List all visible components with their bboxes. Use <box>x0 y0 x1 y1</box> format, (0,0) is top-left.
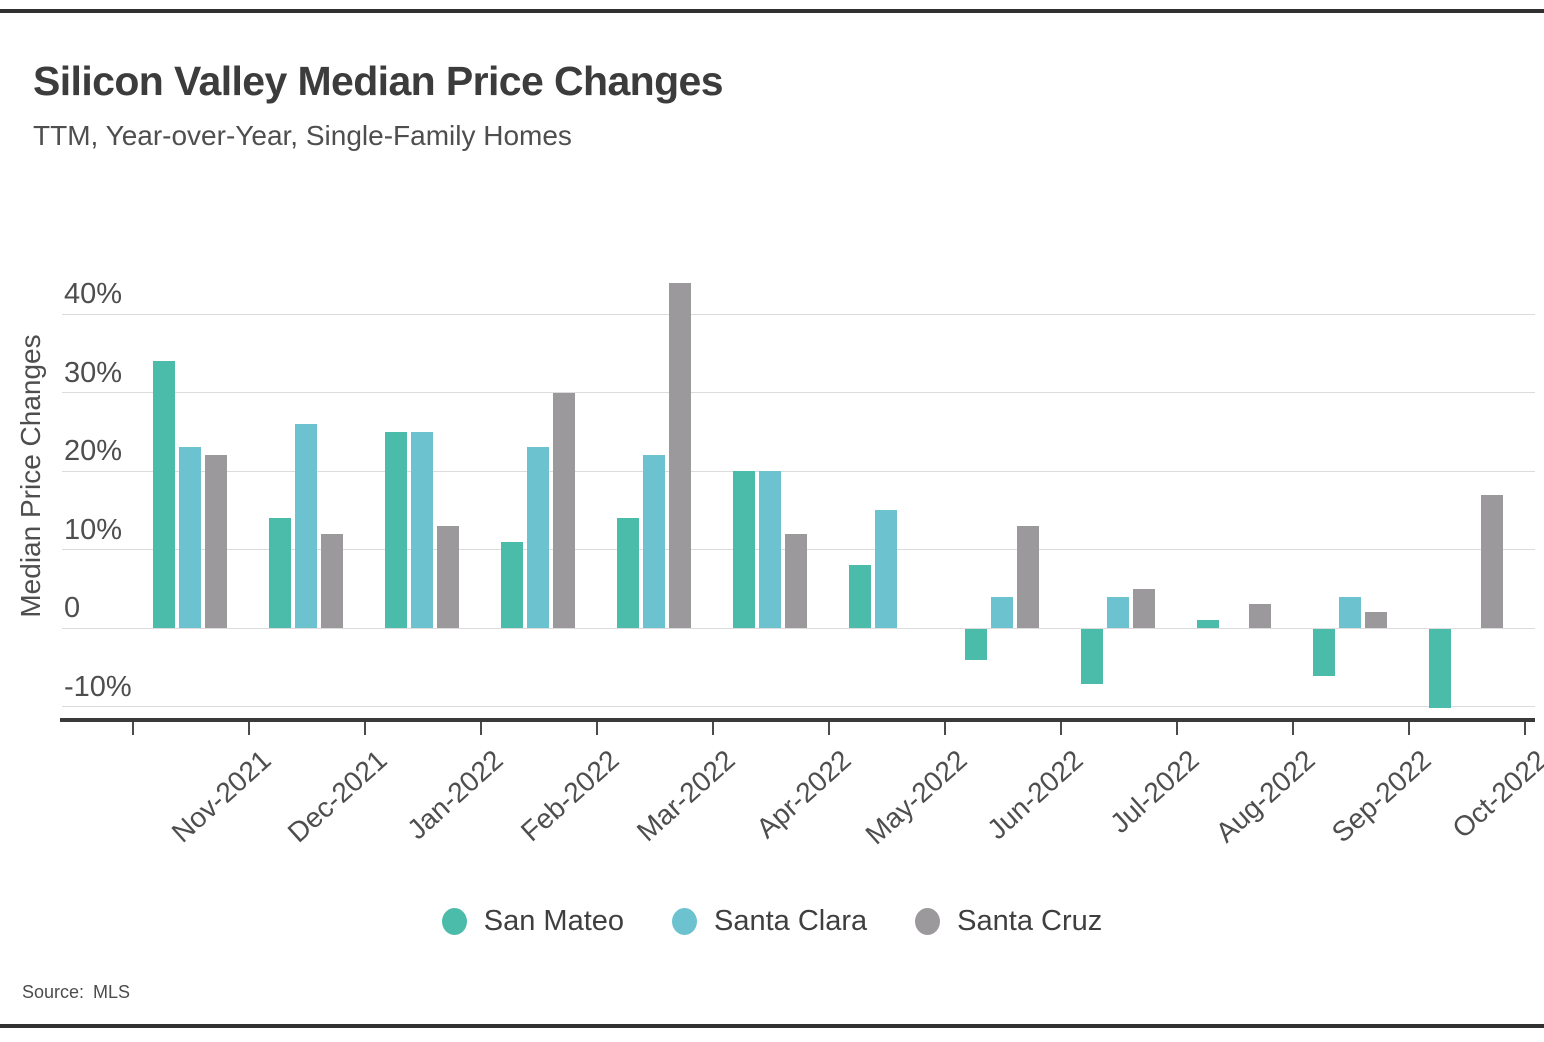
y-tick-label: 0 <box>64 592 81 624</box>
bar-santa-cruz-apr-2022 <box>785 533 807 628</box>
bar-san-mateo-jun-2022 <box>965 629 987 661</box>
source-line: Source: MLS <box>22 982 130 1003</box>
x-axis-tick <box>1292 722 1294 735</box>
bar-san-mateo-oct-2022 <box>1429 629 1451 708</box>
gridline <box>62 470 1535 472</box>
bar-san-mateo-feb-2022 <box>501 541 523 628</box>
y-tick-label: 20% <box>64 435 123 467</box>
x-axis-tick <box>712 722 714 735</box>
legend-label-santa-cruz: Santa Cruz <box>957 905 1103 937</box>
bar-santa-clara-nov-2021 <box>179 447 201 628</box>
y-tick-label: -10% <box>64 670 132 703</box>
x-axis-tick <box>248 722 250 735</box>
bar-san-mateo-mar-2022 <box>617 518 639 628</box>
bar-san-mateo-may-2022 <box>849 565 871 628</box>
bar-san-mateo-jul-2022 <box>1081 629 1103 684</box>
x-axis-tick <box>828 722 830 735</box>
chart-legend: San Mateo Santa Clara Santa Cruz <box>0 905 1544 938</box>
bar-san-mateo-jan-2022 <box>385 431 407 628</box>
x-axis-tick <box>1408 722 1410 735</box>
bar-santa-clara-apr-2022 <box>759 471 781 628</box>
bar-santa-cruz-nov-2021 <box>205 455 227 628</box>
bar-santa-clara-jan-2022 <box>411 431 433 628</box>
bar-santa-cruz-mar-2022 <box>669 282 691 628</box>
bar-santa-cruz-jan-2022 <box>437 525 459 628</box>
bar-santa-cruz-aug-2022 <box>1249 604 1271 628</box>
gridline <box>62 313 1535 315</box>
bar-santa-cruz-jun-2022 <box>1017 525 1039 628</box>
bar-santa-clara-sep-2022 <box>1339 596 1361 628</box>
legend-label-san-mateo: San Mateo <box>483 905 625 937</box>
y-tick-label: 10% <box>64 513 123 546</box>
source-label: Source: <box>22 982 85 1002</box>
bar-san-mateo-sep-2022 <box>1313 629 1335 677</box>
bar-san-mateo-apr-2022 <box>733 471 755 628</box>
bar-santa-clara-mar-2022 <box>643 455 665 628</box>
x-axis-tick <box>364 722 366 735</box>
x-axis-tick <box>1524 722 1526 735</box>
bar-santa-cruz-jul-2022 <box>1133 588 1155 628</box>
legend-item-san-mateo: San Mateo <box>441 905 625 938</box>
bar-santa-clara-may-2022 <box>875 510 897 628</box>
bar-santa-cruz-sep-2022 <box>1365 612 1387 628</box>
legend-label-santa-clara: Santa Clara <box>714 905 868 937</box>
bar-santa-clara-dec-2021 <box>295 423 317 628</box>
bar-santa-clara-jul-2022 <box>1107 596 1129 628</box>
x-axis-tick <box>596 722 598 735</box>
y-tick-label: 40% <box>64 278 123 310</box>
gridline <box>62 627 1535 629</box>
bar-santa-clara-jun-2022 <box>991 596 1013 628</box>
bar-santa-cruz-feb-2022 <box>553 392 575 628</box>
bar-san-mateo-dec-2021 <box>269 518 291 628</box>
legend-swatch-santa-cruz <box>915 908 941 935</box>
y-tick-label: 30% <box>64 356 123 389</box>
gridline <box>62 706 1535 707</box>
x-axis-tick <box>480 722 482 735</box>
bar-san-mateo-aug-2022 <box>1197 620 1219 628</box>
legend-swatch-san-mateo <box>441 908 467 935</box>
x-axis-tick <box>1060 722 1062 735</box>
bar-santa-clara-feb-2022 <box>527 447 549 628</box>
x-axis-tick <box>944 722 946 735</box>
bottom-divider <box>0 1024 1544 1028</box>
legend-item-santa-cruz: Santa Cruz <box>915 905 1102 938</box>
bar-santa-cruz-dec-2021 <box>321 533 343 628</box>
x-axis-line <box>60 718 1535 722</box>
top-divider <box>0 9 1544 13</box>
legend-swatch-santa-clara <box>672 908 698 935</box>
bar-san-mateo-nov-2021 <box>153 361 175 628</box>
x-axis-tick <box>132 722 134 735</box>
gridline <box>62 392 1535 393</box>
chart-title: Silicon Valley Median Price Changes <box>33 58 724 104</box>
x-axis-tick <box>1176 722 1178 735</box>
bar-santa-cruz-oct-2022 <box>1481 494 1503 628</box>
source-value: MLS <box>93 982 131 1002</box>
y-axis-title: Median Price Changes <box>15 334 46 618</box>
chart-subtitle: TTM, Year-over-Year, Single-Family Homes <box>33 120 572 151</box>
legend-item-santa-clara: Santa Clara <box>672 905 867 938</box>
